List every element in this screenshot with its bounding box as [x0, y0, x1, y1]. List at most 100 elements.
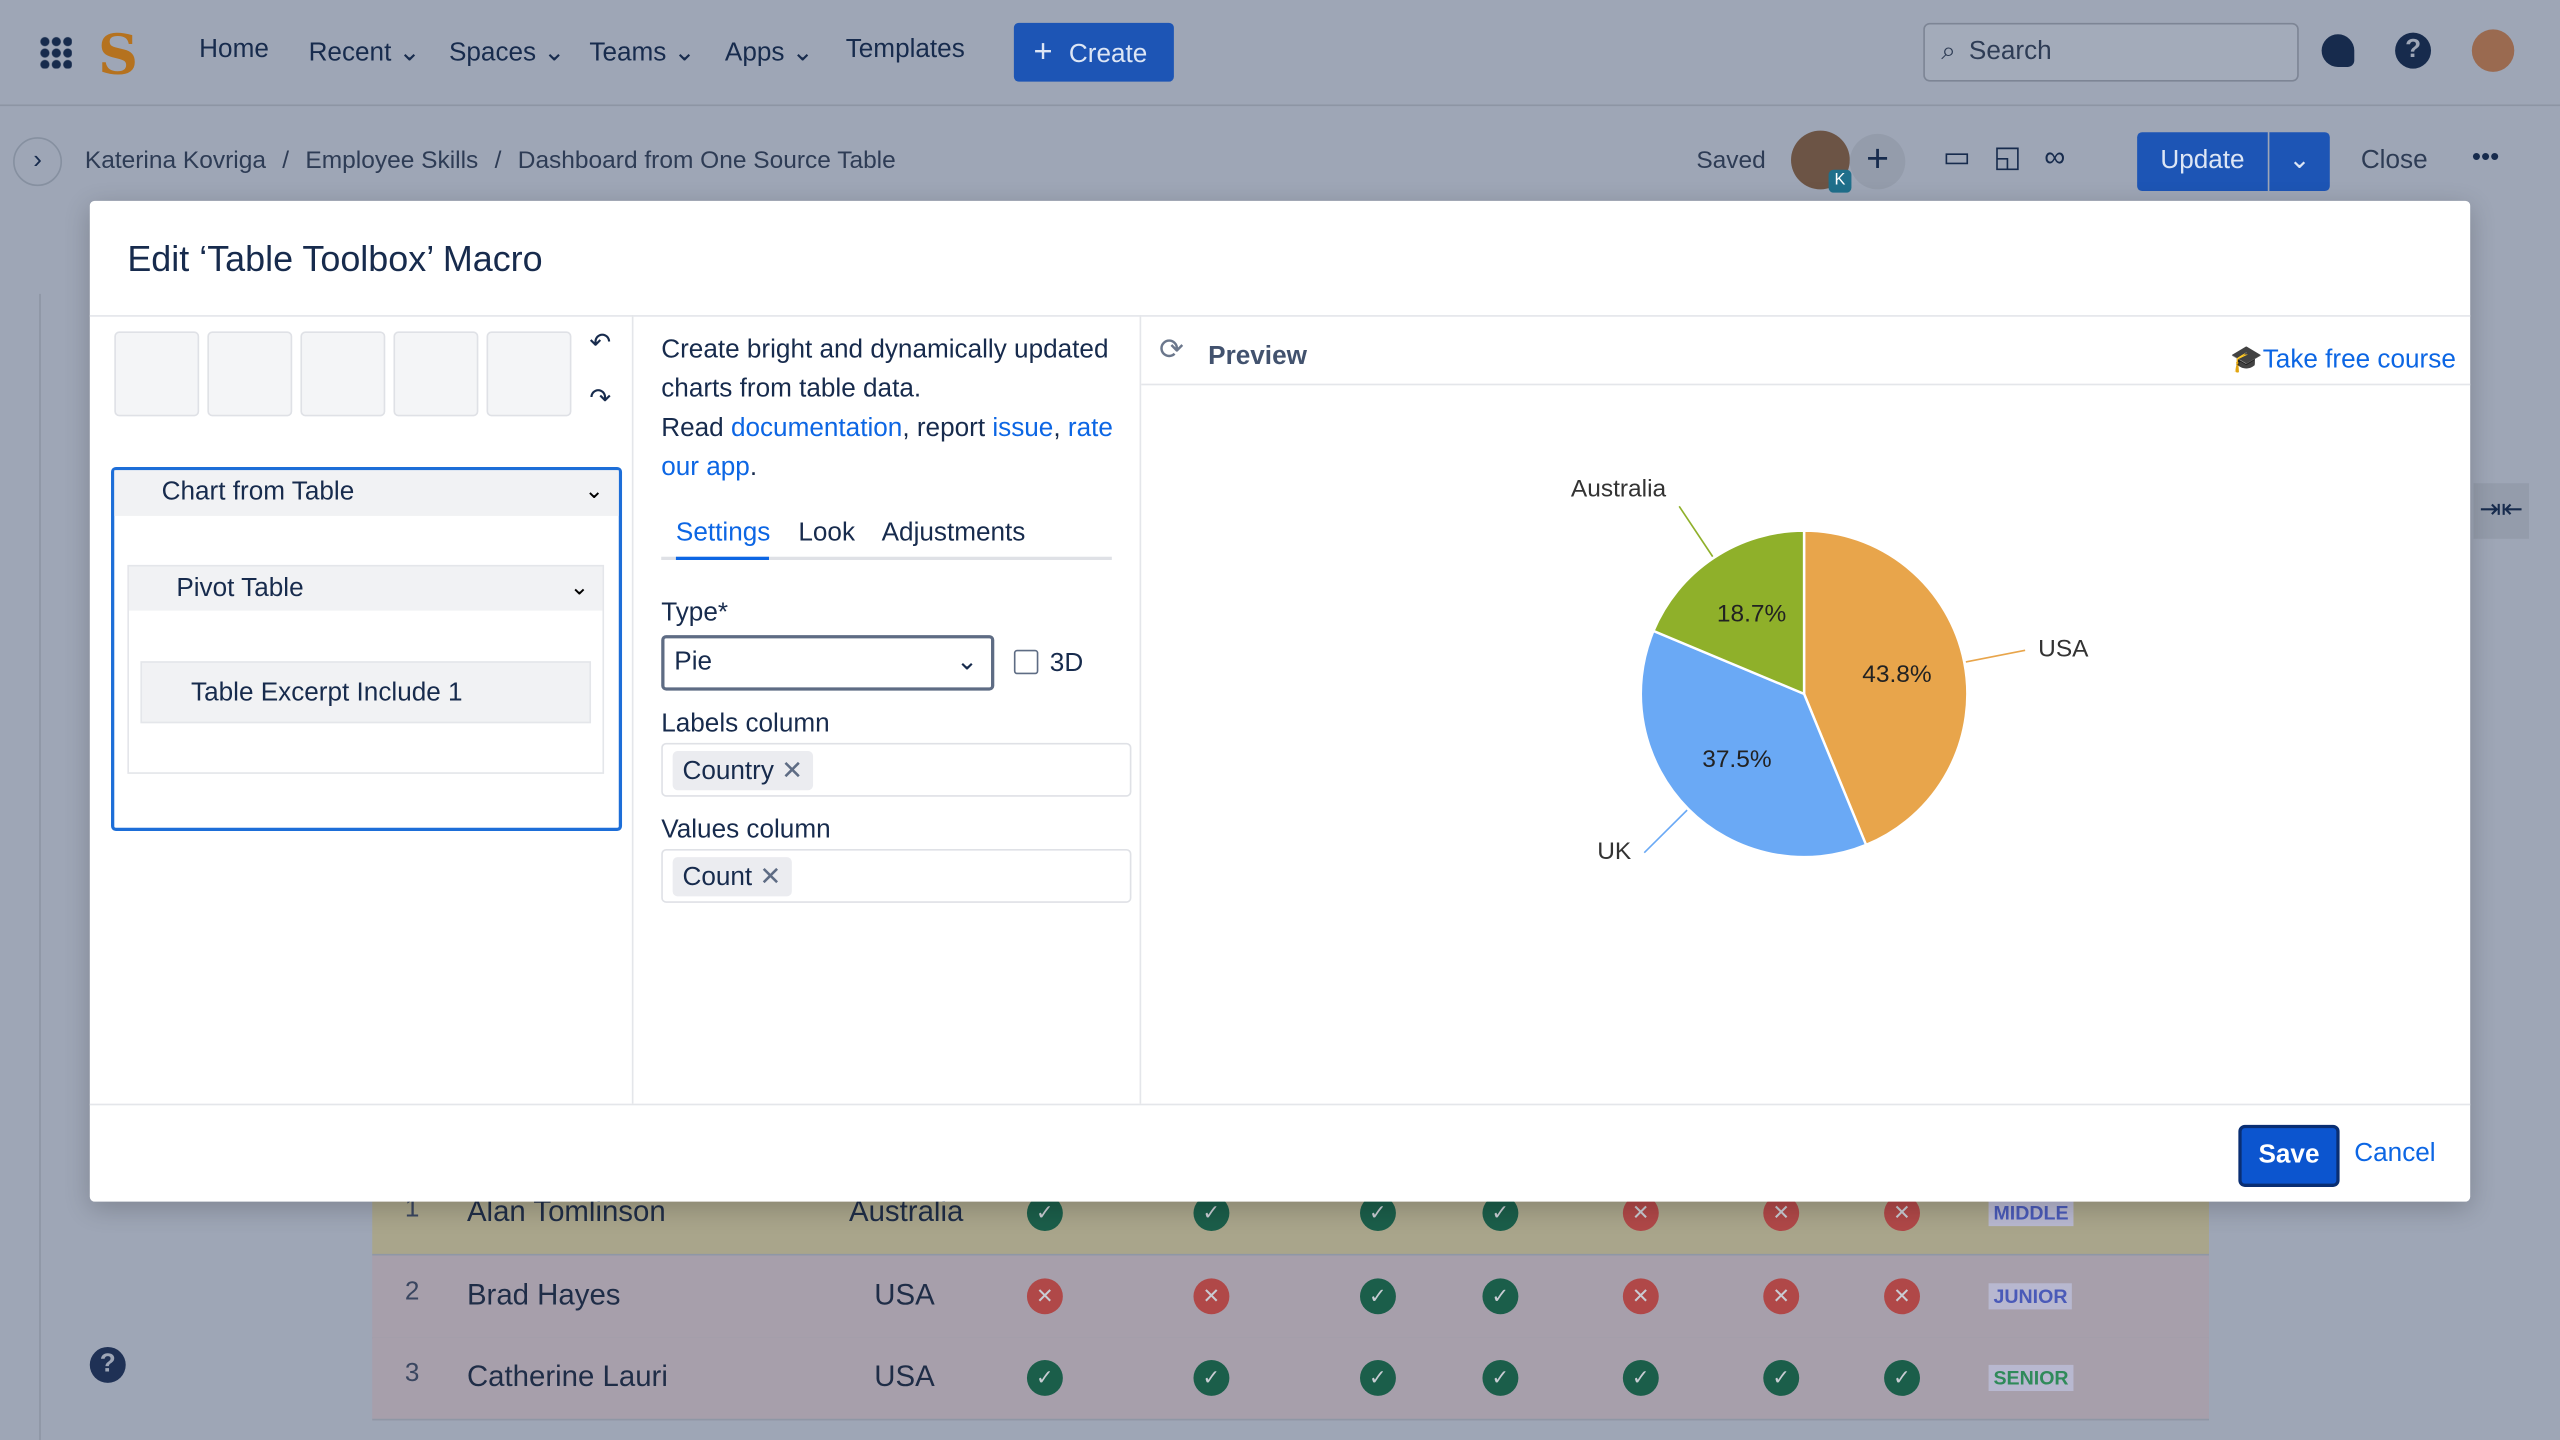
app-switcher[interactable]	[39, 36, 72, 69]
nav-templates[interactable]: Templates	[846, 36, 965, 65]
slice-label: 18.7%	[1717, 601, 1786, 628]
page-actions[interactable]: ▭◱∞	[1943, 140, 2083, 179]
macro-name[interactable]: Chart from Table	[162, 478, 355, 507]
link[interactable]: documentation	[731, 415, 902, 443]
level-badge: SENIOR	[1989, 1365, 2074, 1391]
nav-home[interactable]: Home	[199, 36, 269, 65]
update-button[interactable]: Update	[2137, 132, 2268, 191]
nav-label: Spaces	[449, 39, 536, 67]
category-label: UK	[1597, 838, 1632, 865]
notifications[interactable]	[2322, 34, 2355, 67]
intro: Create bright and dynamically updated ch…	[661, 336, 1108, 403]
crumb[interactable]: Employee Skills	[305, 147, 478, 175]
check-icon: ✓	[1884, 1360, 1920, 1396]
tag: Country ✕	[673, 751, 813, 790]
expand[interactable]: ⌄	[584, 477, 603, 505]
tag-label: Count	[682, 864, 752, 892]
undo[interactable]: ↶	[589, 327, 611, 360]
macro-name[interactable]: Table Excerpt Include 1	[191, 679, 463, 708]
page-edge	[39, 294, 41, 1440]
nav-apps[interactable]: Apps ⌄	[725, 36, 814, 69]
checkbox[interactable]	[1014, 650, 1038, 674]
aggregate-tool[interactable]	[207, 331, 292, 416]
cross-icon: ✕	[1193, 1278, 1229, 1314]
dialog-title: Edit ‘Table Toolbox’ Macro	[127, 238, 542, 280]
close-button[interactable]: Close	[2361, 147, 2428, 176]
tag-remove[interactable]: ✕	[759, 864, 781, 892]
create-label: Create	[1069, 41, 1147, 69]
tab[interactable]: Look	[798, 519, 855, 548]
type-select[interactable]: Pie⌄	[661, 635, 994, 691]
check-icon: ✓	[1027, 1360, 1063, 1396]
course-label: Take free course	[2263, 346, 2456, 374]
divider	[90, 315, 2470, 317]
more[interactable]: •••	[2472, 144, 2499, 173]
divider	[1141, 384, 2470, 386]
check-icon: ✓	[1360, 1360, 1396, 1396]
macro-name[interactable]: Pivot Table	[176, 575, 303, 604]
tag: Count ✕	[673, 857, 791, 896]
nav-recent[interactable]: Recent ⌄	[309, 36, 421, 69]
help-float[interactable]: ?	[90, 1347, 126, 1383]
category-label: Australia	[1571, 475, 1667, 502]
help[interactable]: ?	[2395, 33, 2431, 69]
save-button[interactable]: Save	[2238, 1125, 2339, 1187]
redo[interactable]: ↷	[589, 382, 611, 415]
field-label: Type*	[661, 599, 728, 628]
chart-tool[interactable]	[393, 331, 478, 416]
leader-line	[1966, 650, 2025, 662]
create-button[interactable]: +Create	[1014, 23, 1174, 82]
excerpt-tool[interactable]	[487, 331, 572, 416]
tab[interactable]: Settings	[676, 519, 770, 548]
expand[interactable]: ⌄	[570, 573, 589, 601]
course-link[interactable]: 🎓Take free course	[2230, 343, 2456, 376]
invite[interactable]: +	[1850, 134, 1906, 190]
cross-icon: ✕	[1623, 1278, 1659, 1314]
nav-label: Recent	[309, 39, 392, 67]
level-badge: MIDDLE	[1989, 1200, 2074, 1226]
check-icon: ✓	[1763, 1360, 1799, 1396]
crumb[interactable]: Dashboard from One Source Table	[518, 147, 896, 175]
avatar-badge: K	[1829, 170, 1852, 193]
table-row	[372, 1255, 2209, 1338]
update-menu[interactable]: ⌄	[2269, 132, 2329, 191]
search-placeholder: Search	[1969, 38, 2052, 66]
text: , report	[902, 415, 985, 443]
check-icon: ✓	[1623, 1360, 1659, 1396]
check-icon: ✓	[1193, 1360, 1229, 1396]
check-icon: ✓	[1482, 1360, 1518, 1396]
country-cell: USA	[849, 1278, 960, 1312]
tab[interactable]: Adjustments	[882, 519, 1026, 548]
field-label: Labels column	[661, 710, 829, 739]
category-label: USA	[2038, 636, 2089, 663]
name-cell: Catherine Lauri	[467, 1360, 668, 1394]
breadcrumb: Katerina Kovriga/Employee Skills/Dashboa…	[85, 147, 896, 175]
type-value: Pie	[674, 648, 712, 676]
text: .	[750, 454, 757, 482]
pivot-tool[interactable]	[300, 331, 385, 416]
refresh[interactable]: ⟳	[1159, 333, 1184, 367]
text: ,	[1053, 415, 1060, 443]
logo[interactable]: S	[98, 23, 147, 82]
row-number: 3	[405, 1360, 420, 1389]
level-badge: JUNIOR	[1989, 1282, 2073, 1308]
field-label: Values column	[661, 816, 830, 845]
cancel-button[interactable]: Cancel	[2354, 1140, 2435, 1169]
leader-line	[1644, 810, 1687, 853]
link[interactable]: issue	[992, 415, 1053, 443]
sidebar-toggle[interactable]: ›	[13, 137, 62, 186]
name-cell: Brad Hayes	[467, 1278, 621, 1312]
filter-tool[interactable]	[114, 331, 199, 416]
crumb[interactable]: Katerina Kovriga	[85, 147, 266, 175]
cross-icon: ✕	[1027, 1278, 1063, 1314]
tag-remove[interactable]: ✕	[781, 758, 803, 786]
collapse[interactable]: ⇥⇤	[2473, 483, 2529, 539]
row-number: 2	[405, 1278, 420, 1307]
check-icon: ✓	[1482, 1278, 1518, 1314]
search-box[interactable]: ⌕Search	[1923, 23, 2299, 82]
profile-avatar[interactable]	[2472, 29, 2514, 71]
saved-status: Saved	[1696, 147, 1765, 175]
pie-chart: 43.8%USA37.5%UK18.7%Australia	[1141, 387, 2468, 1102]
nav-spaces[interactable]: Spaces ⌄	[449, 36, 565, 69]
nav-teams[interactable]: Teams ⌄	[589, 36, 695, 69]
